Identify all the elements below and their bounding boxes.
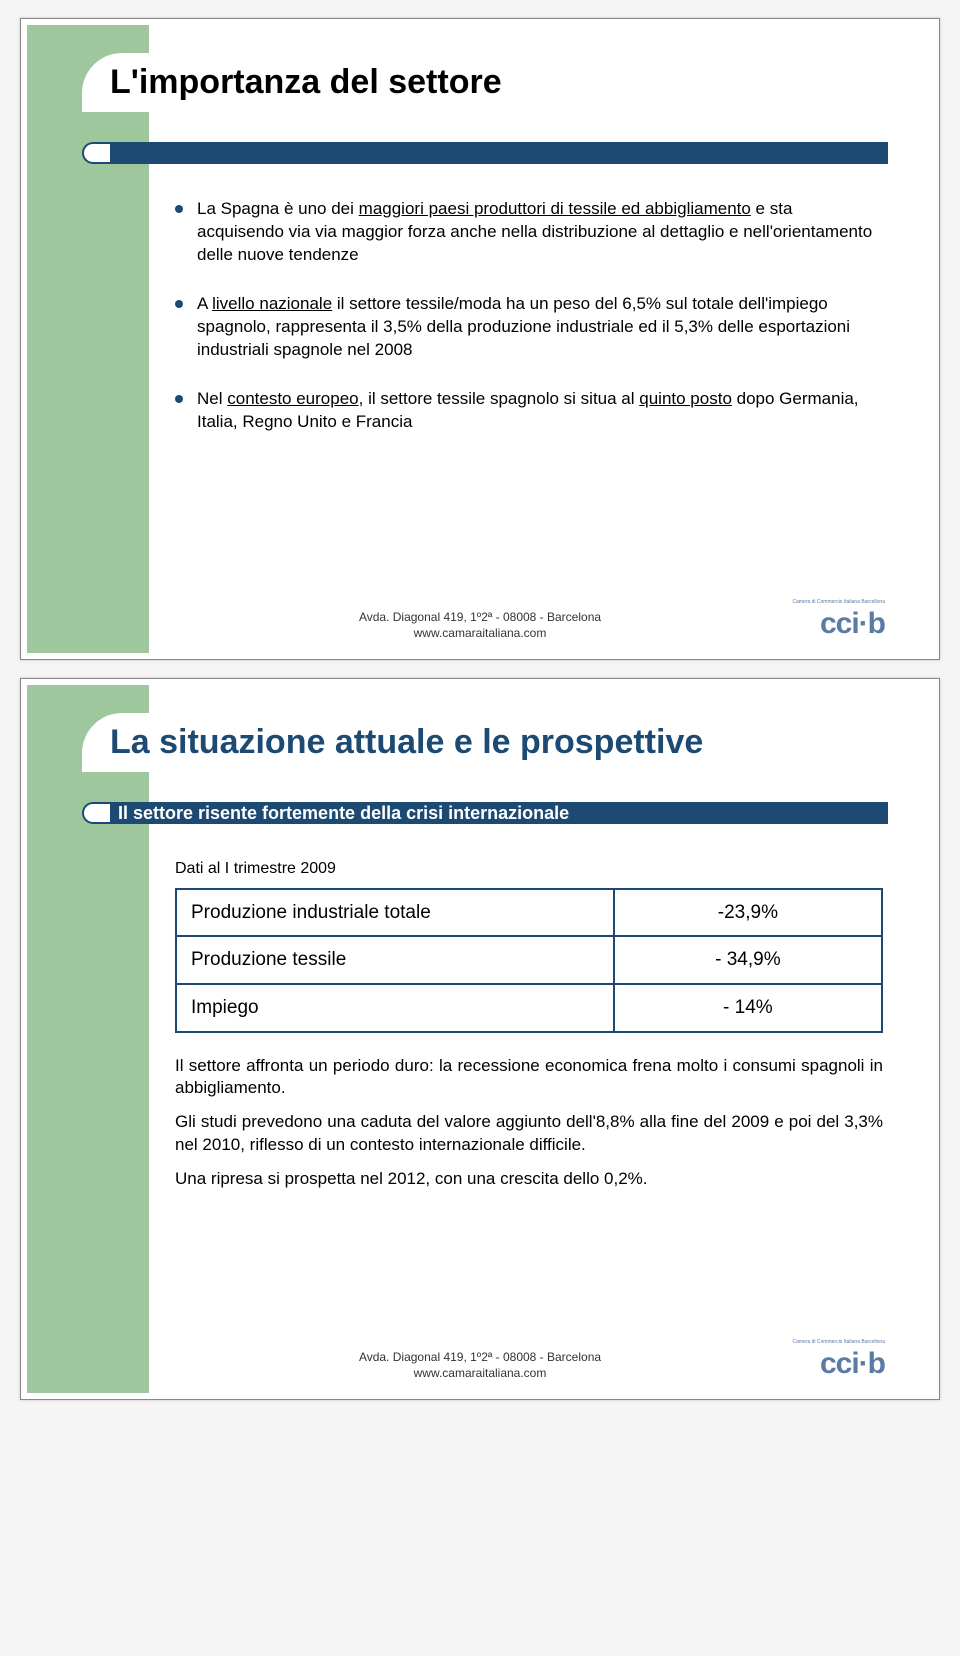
- paragraph-1: Il settore affronta un periodo duro: la …: [175, 1055, 883, 1100]
- subtitle-text: Il settore risente fortemente della cris…: [118, 803, 569, 824]
- logo-caption: Camera di Commercio Italiana Barcellona: [792, 600, 885, 605]
- logo-text: cci·b: [820, 1347, 885, 1381]
- table-pretext: Dati al I trimestre 2009: [175, 858, 883, 880]
- bullet-text: A: [197, 294, 212, 313]
- subtitle-cap: [82, 142, 110, 164]
- side-accent: [27, 25, 149, 653]
- table-row: Produzione tessile- 34,9%: [176, 936, 882, 984]
- subtitle-bar: [82, 142, 888, 164]
- bullet-text: Nel: [197, 389, 227, 408]
- table-cell-value: - 34,9%: [614, 936, 882, 984]
- table-row: Impiego- 14%: [176, 984, 882, 1032]
- data-table-wrapper: Produzione industriale totale-23,9%Produ…: [175, 888, 883, 1033]
- table-cell-label: Produzione industriale totale: [176, 889, 614, 937]
- slide-1-inner: L'importanza del settore La Spagna è uno…: [21, 19, 939, 659]
- bullet-list: La Spagna è uno dei maggiori paesi produ…: [175, 198, 883, 434]
- title-block: La situazione attuale e le prospettive: [82, 713, 888, 772]
- title-block: L'importanza del settore: [82, 53, 888, 112]
- logo: Camera di Commercio Italiana Barcellona …: [792, 600, 885, 641]
- bullet-2: A livello nazionale il settore tessile/m…: [175, 293, 883, 362]
- slide-content: La Spagna è uno dei maggiori paesi produ…: [175, 198, 883, 434]
- footer: Avda. Diagonal 419, 1º2ª - 08008 - Barce…: [21, 1349, 939, 1381]
- slide-title: La situazione attuale e le prospettive: [110, 723, 866, 762]
- table-row: Produzione industriale totale-23,9%: [176, 889, 882, 937]
- slide-2: La situazione attuale e le prospettive I…: [20, 678, 940, 1400]
- table-cell-label: Impiego: [176, 984, 614, 1032]
- subtitle-bar: Il settore risente fortemente della cris…: [82, 802, 888, 824]
- logo-caption: Camera di Commercio Italiana Barcellona: [792, 1340, 885, 1345]
- slide-title: L'importanza del settore: [110, 63, 866, 102]
- table-body: Produzione industriale totale-23,9%Produ…: [176, 889, 882, 1032]
- table-cell-value: -23,9%: [614, 889, 882, 937]
- footer: Avda. Diagonal 419, 1º2ª - 08008 - Barce…: [21, 609, 939, 641]
- subtitle-cap: [82, 802, 110, 824]
- slide-content: Dati al I trimestre 2009 Produzione indu…: [175, 858, 883, 1191]
- logo-text: cci·b: [820, 607, 885, 641]
- bullet-underline: livello nazionale: [212, 294, 332, 313]
- subtitle-body: Il settore risente fortemente della cris…: [110, 802, 888, 824]
- paragraph-3: Una ripresa si prospetta nel 2012, con u…: [175, 1168, 883, 1190]
- bullet-3: Nel contesto europeo, il settore tessile…: [175, 388, 883, 434]
- side-accent: [27, 685, 149, 1393]
- table-cell-value: - 14%: [614, 984, 882, 1032]
- subtitle-body: [110, 142, 888, 164]
- data-table: Produzione industriale totale-23,9%Produ…: [175, 888, 883, 1033]
- bullet-1: La Spagna è uno dei maggiori paesi produ…: [175, 198, 883, 267]
- bullet-underline: contesto europeo,: [227, 389, 363, 408]
- bullet-underline: quinto posto: [639, 389, 732, 408]
- logo: Camera di Commercio Italiana Barcellona …: [792, 1340, 885, 1381]
- slide-1: L'importanza del settore La Spagna è uno…: [20, 18, 940, 660]
- paragraph-2: Gli studi prevedono una caduta del valor…: [175, 1111, 883, 1156]
- slide-2-inner: La situazione attuale e le prospettive I…: [21, 679, 939, 1399]
- table-cell-label: Produzione tessile: [176, 936, 614, 984]
- bullet-text: La Spagna è uno dei: [197, 199, 359, 218]
- bullet-text: il settore tessile spagnolo si situa al: [363, 389, 639, 408]
- bullet-underline: maggiori paesi produttori di tessile ed …: [359, 199, 751, 218]
